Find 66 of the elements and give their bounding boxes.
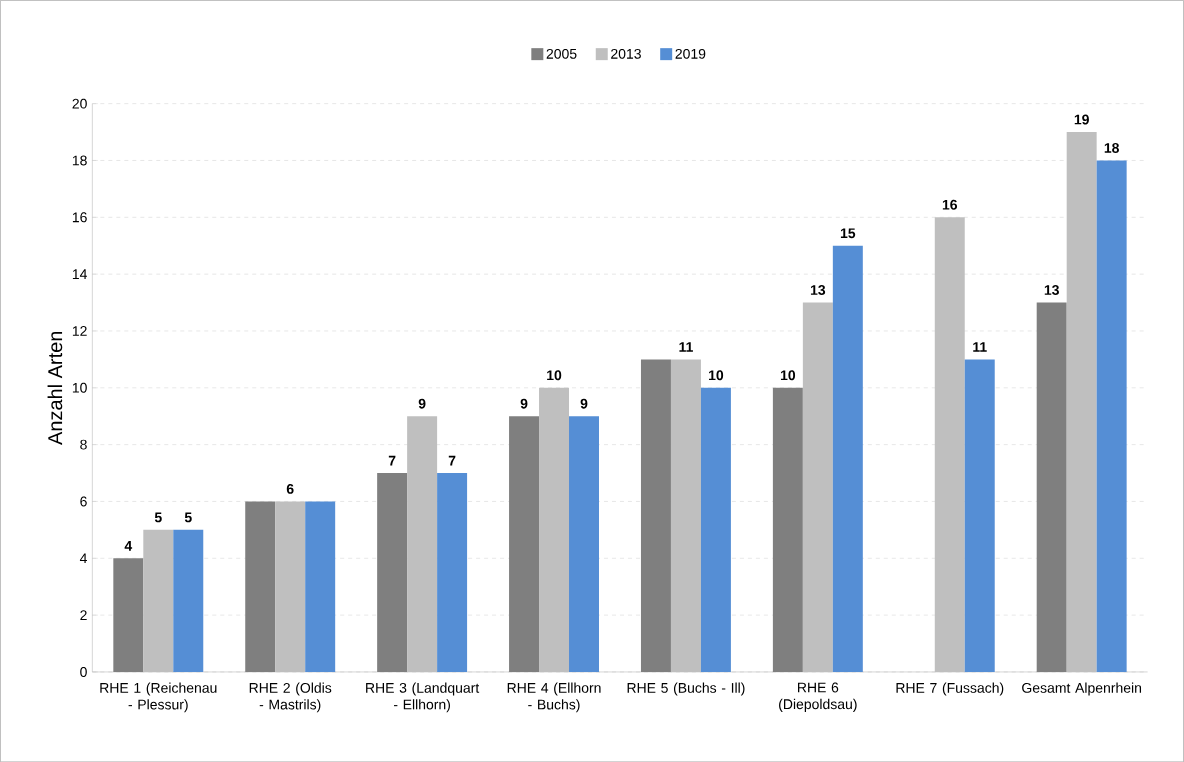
data-label: 7: [448, 455, 456, 466]
y-tick-label: 0: [80, 666, 87, 677]
bar: [934, 217, 965, 672]
data-label: 16: [942, 199, 958, 210]
y-tick-label: 6: [80, 496, 87, 507]
bar: [640, 359, 671, 672]
data-label: 9: [580, 398, 588, 409]
data-label: 9: [418, 398, 426, 409]
y-tick-label: 4: [79, 553, 87, 563]
bar: [539, 387, 570, 672]
legend-label: 2019: [675, 48, 706, 59]
x-tick-label: RHE 2 (Oldis - Mastrils): [249, 682, 332, 713]
data-label: 11: [973, 342, 987, 352]
data-label: 7: [388, 455, 396, 466]
bar: [305, 501, 336, 672]
data-label: 5: [184, 512, 192, 523]
y-tick-label: 18: [72, 155, 87, 166]
bar: [772, 387, 803, 672]
data-label: 11: [679, 342, 693, 352]
x-tick-label: RHE 4 (Ellhorn - Buchs): [507, 682, 601, 713]
data-label: 18: [1104, 142, 1119, 153]
bar: [1066, 131, 1097, 672]
bar: [245, 501, 276, 672]
bar: [437, 472, 468, 672]
bar: [964, 359, 995, 672]
y-axis-title: Anzahl Arten: [47, 331, 63, 445]
y-tick-label: 8: [80, 439, 87, 450]
y-tick-label: 2: [80, 610, 87, 620]
x-tick-label: RHE 7 (Fussach): [896, 682, 1004, 696]
x-tick-label: RHE 6 (Diepoldsau): [779, 682, 857, 712]
x-tick-label: RHE 3 (Landquart - Ellhorn): [366, 682, 480, 713]
data-label: 13: [810, 284, 826, 295]
bar: [802, 302, 833, 672]
bar: [173, 529, 204, 672]
y-tick-label: 14: [72, 269, 87, 279]
data-label: 15: [840, 228, 856, 238]
bar: [143, 529, 174, 672]
bar: [700, 387, 731, 672]
bar: [275, 501, 306, 672]
bar: [832, 245, 863, 672]
x-tick-label: Gesamt Alpenrhein: [1022, 682, 1142, 696]
data-label: 5: [154, 512, 162, 523]
data-label: 10: [547, 370, 562, 381]
data-label: 4: [124, 540, 133, 551]
bar: [1096, 160, 1127, 672]
bar: [1036, 302, 1067, 672]
bar: [407, 416, 438, 672]
y-tick-label: 20: [72, 98, 87, 109]
data-label: 10: [709, 370, 724, 381]
data-label: 19: [1074, 114, 1089, 125]
x-tick-label: RHE 5 (Buchs - Ill): [627, 682, 745, 696]
data-label: 6: [286, 483, 294, 494]
y-tick-label: 12: [72, 325, 87, 336]
x-tick-label: RHE 1 (Reichenau - Plessur): [100, 682, 217, 713]
bar: [113, 558, 144, 672]
data-label: 13: [1044, 284, 1059, 295]
data-label: 10: [780, 370, 796, 381]
legend-label: 2005: [546, 48, 577, 59]
data-label: 9: [520, 398, 528, 409]
bar: [569, 416, 599, 672]
y-tick-label: 16: [72, 212, 87, 223]
bar: [377, 472, 408, 672]
bar: [509, 416, 540, 672]
legend-label: 2013: [611, 48, 641, 59]
bar: [670, 359, 701, 672]
y-tick-label: 10: [72, 382, 87, 393]
